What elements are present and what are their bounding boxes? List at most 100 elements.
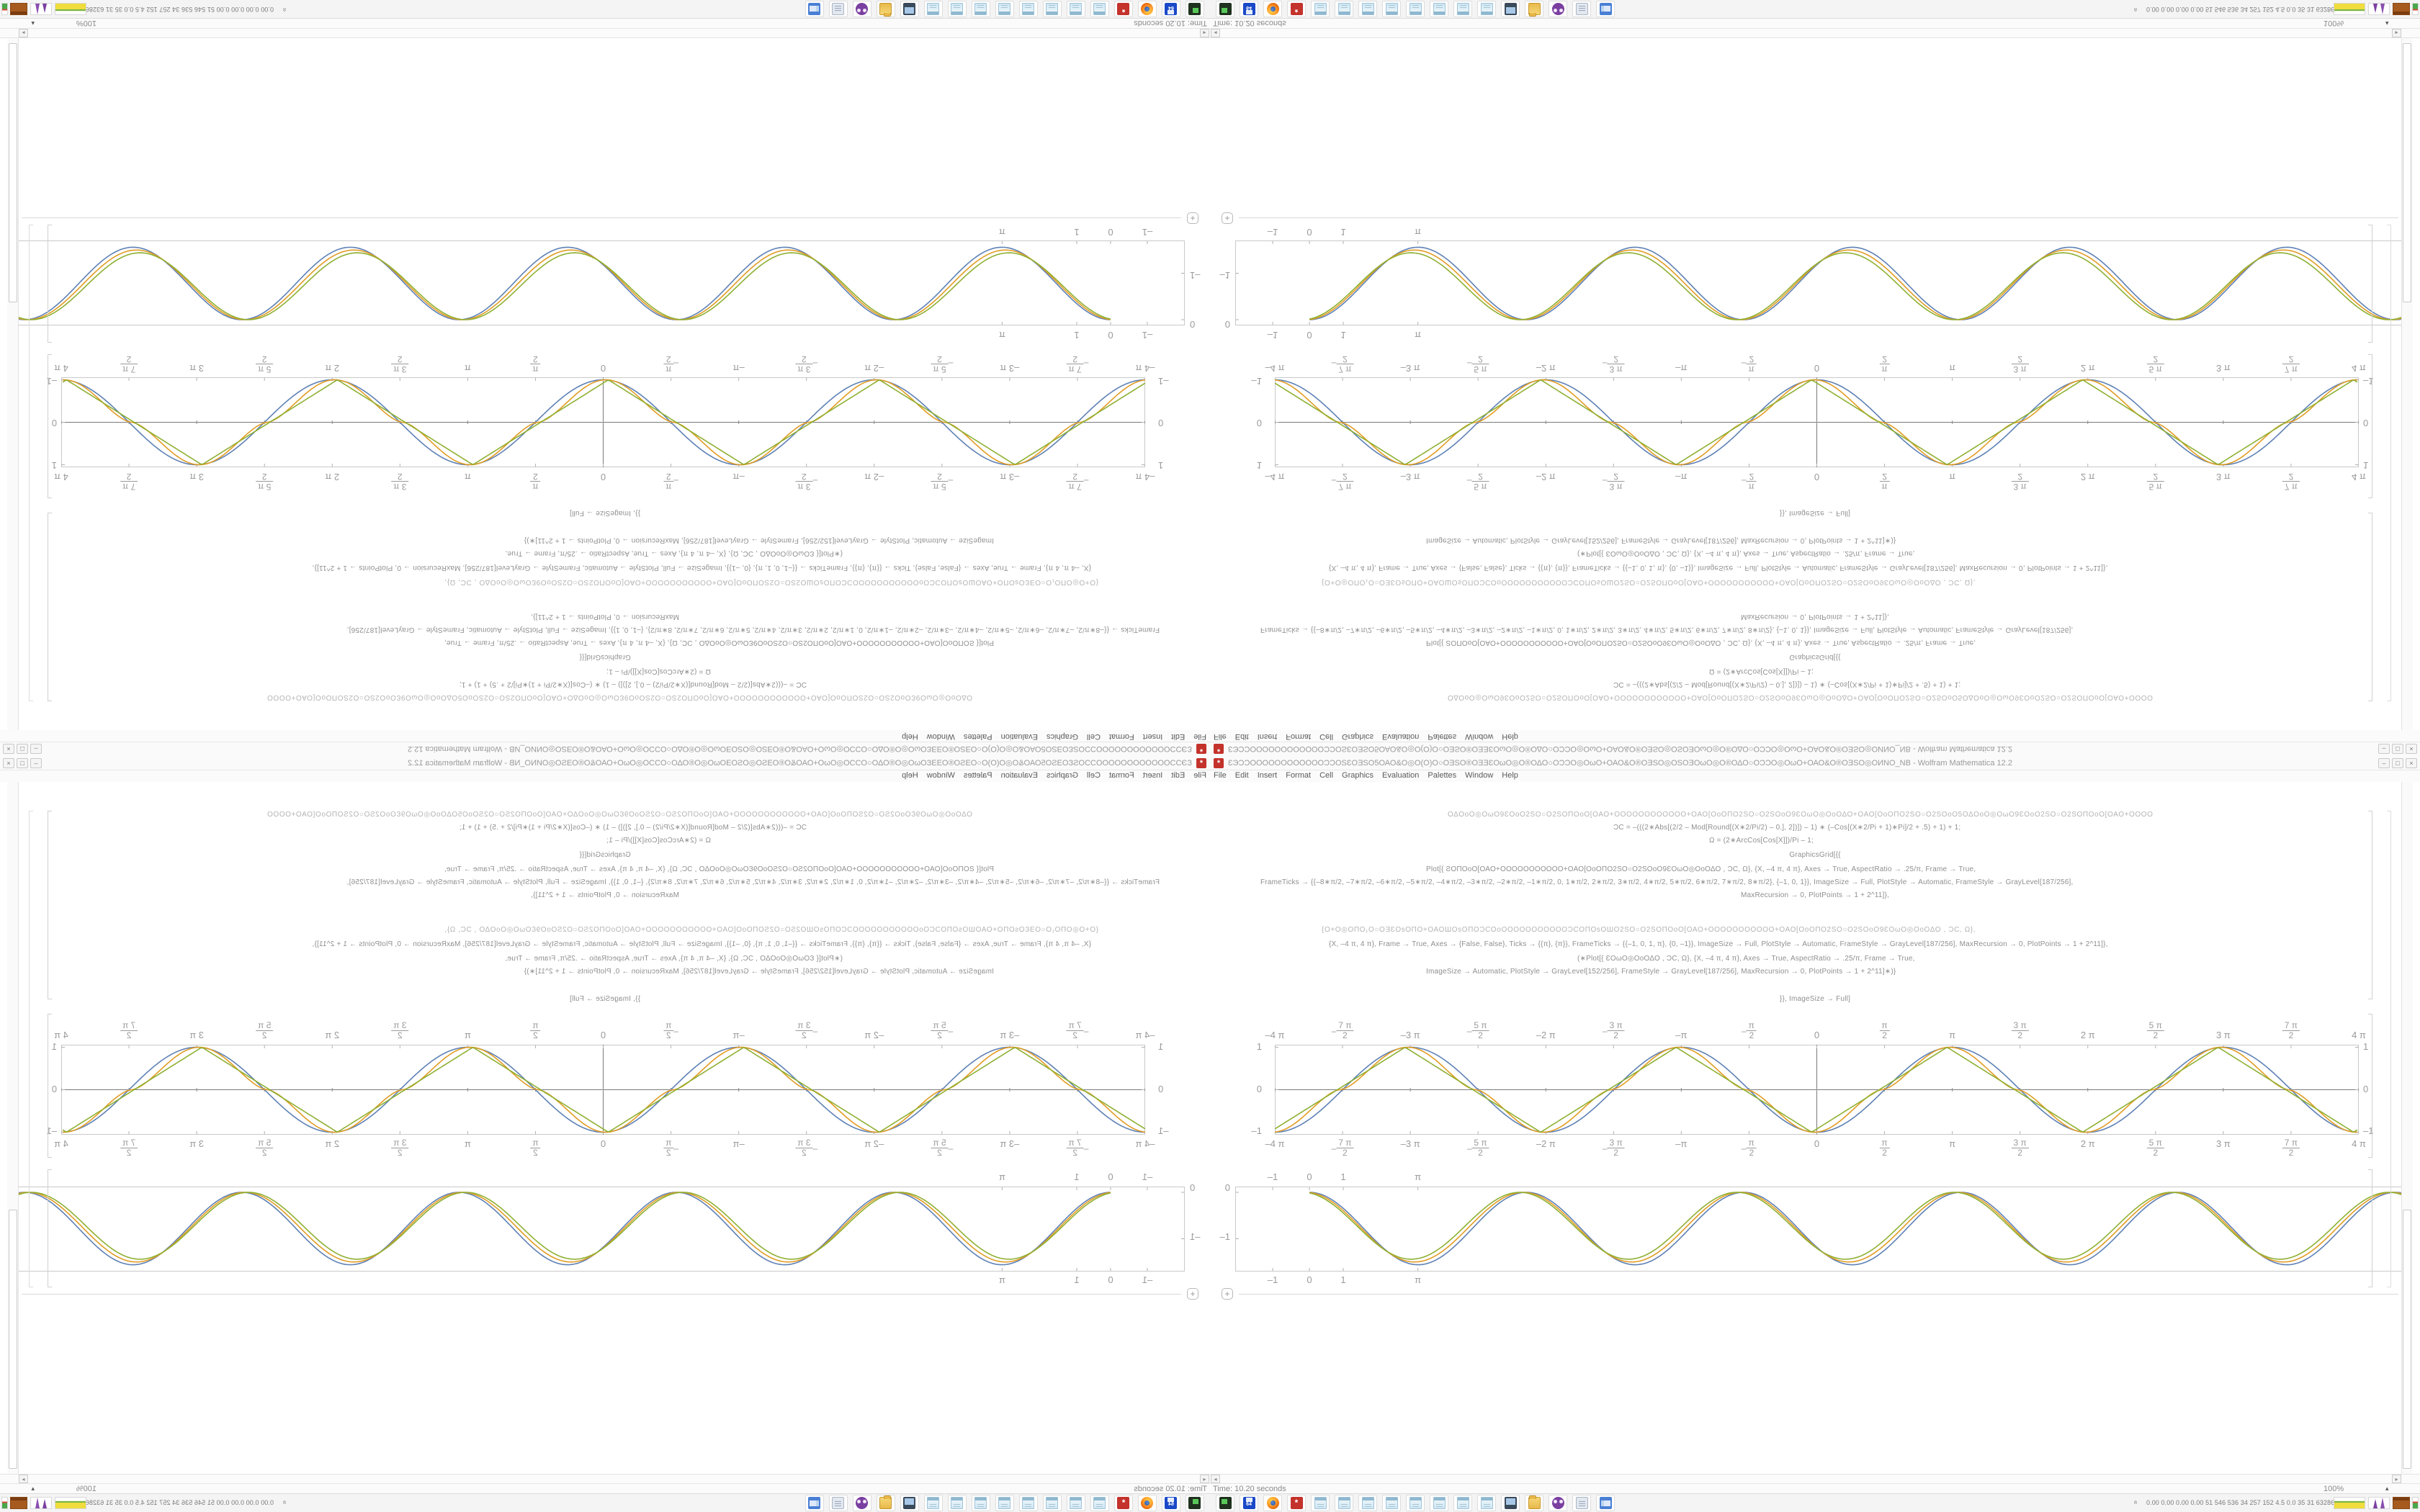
taskbar-icon-mathematica[interactable]: *: [1114, 1, 1133, 17]
menu-item-format[interactable]: Format: [1108, 771, 1134, 780]
taskbar-icon-notepad[interactable]: [972, 1495, 990, 1511]
taskbar-icon-monitor[interactable]: [1501, 1495, 1520, 1511]
minimize-button[interactable]: –: [30, 744, 42, 754]
menu-item-cell[interactable]: Cell: [1319, 771, 1334, 780]
horizontal-scrollbar[interactable]: ◂ ▸: [0, 1474, 1210, 1483]
taskbar-icon-scroll[interactable]: [1572, 1, 1591, 17]
restore-button[interactable]: □: [2392, 758, 2403, 768]
taskbar-icon-notepad[interactable]: [1430, 1495, 1448, 1511]
tray-expand-icon[interactable]: »: [280, 1500, 289, 1505]
taskbar-icon-terminal[interactable]: [1186, 1495, 1204, 1511]
menu-item-edit[interactable]: Edit: [1171, 732, 1186, 741]
taskbar-icon-firefox[interactable]: [1138, 1495, 1157, 1511]
taskbar-icon-notepad[interactable]: [924, 1495, 943, 1511]
taskbar-icon-firefox[interactable]: [1263, 1, 1282, 17]
menu-item-palettes[interactable]: Palettes: [963, 771, 992, 780]
horizontal-scrollbar[interactable]: ◂ ▸: [1210, 1474, 2420, 1483]
horizontal-scrollbar[interactable]: ◂ ▸: [1210, 29, 2420, 38]
menu-item-help[interactable]: Help: [902, 771, 918, 780]
magnification-control[interactable]: 100%: [2323, 1485, 2344, 1493]
taskbar-icon-floppy-64[interactable]: 64: [1162, 1, 1180, 17]
menu-item-graphics[interactable]: Graphics: [1342, 771, 1374, 780]
menu-item-format[interactable]: Format: [1108, 732, 1134, 741]
menu-item-cell[interactable]: Cell: [1086, 771, 1101, 780]
magnification-control[interactable]: 100%: [76, 19, 97, 27]
menu-item-window[interactable]: Window: [926, 732, 955, 741]
menu-item-file[interactable]: File: [1214, 771, 1227, 780]
taskbar-icon-window[interactable]: [1596, 1, 1615, 17]
network-graph-applet[interactable]: [2412, 1497, 2419, 1509]
cell-insert-plus-button[interactable]: +: [1222, 1288, 1233, 1300]
hscroll-left-arrow-button[interactable]: ◂: [1211, 29, 1220, 37]
taskbar-icon-notepad[interactable]: [1019, 1495, 1038, 1511]
taskbar-icon-monitor[interactable]: [900, 1495, 919, 1511]
taskbar-icon-floppy-64[interactable]: 64: [1240, 1, 1258, 17]
menu-item-file[interactable]: File: [1214, 732, 1227, 741]
menu-item-graphics[interactable]: Graphics: [1046, 732, 1078, 741]
cell-bracket-plot2[interactable]: [48, 1169, 52, 1287]
taskbar-icon-notepad[interactable]: [1335, 1495, 1353, 1511]
notebook-area[interactable]: ΟΔΟοΟ◎ΟωΟ9ƐΟοΟ2SΟ○Ο2SΟΠΟοΟ[ΟΑΟ+ΟΟΟΟΟΟΟΟΟ…: [1210, 782, 2420, 1474]
cell-bracket-group[interactable]: [29, 225, 33, 701]
taskbar-icon-window[interactable]: [805, 1, 824, 17]
magnification-up-arrow-icon[interactable]: ▴: [31, 1485, 35, 1492]
restore-button[interactable]: □: [17, 758, 28, 768]
magnification-control[interactable]: 100%: [2323, 19, 2344, 27]
load-spikes-applet[interactable]: [2368, 1497, 2390, 1509]
taskbar-icon-notepad[interactable]: [1090, 1, 1109, 17]
menu-item-palettes[interactable]: Palettes: [963, 732, 992, 741]
cell-insertion-line[interactable]: [1239, 217, 2398, 218]
taskbar-icon-folder[interactable]: [877, 1, 895, 17]
cpu-graph-applet[interactable]: [55, 1497, 86, 1509]
menu-item-edit[interactable]: Edit: [1234, 771, 1249, 780]
memory-graph-applet[interactable]: [2393, 1497, 2410, 1509]
taskbar-icon-notepad[interactable]: [1043, 1495, 1062, 1511]
taskbar-icon-folder[interactable]: [1525, 1495, 1543, 1511]
taskbar-icon-mathematica[interactable]: *: [1287, 1495, 1306, 1511]
network-graph-applet[interactable]: [1, 3, 8, 15]
memory-graph-applet[interactable]: [2393, 3, 2410, 15]
taskbar-icon-notepad[interactable]: [1311, 1, 1330, 17]
hscroll-left-arrow-button[interactable]: ◂: [1200, 29, 1209, 37]
menu-item-evaluation[interactable]: Evaluation: [1382, 732, 1420, 741]
taskbar-icon-folder[interactable]: [1525, 1, 1543, 17]
taskbar-icon-notepad[interactable]: [1406, 1, 1425, 17]
cell-bracket-plot1[interactable]: [48, 1014, 52, 1158]
minimize-button[interactable]: –: [2378, 744, 2390, 754]
window-titlebar[interactable]: * ƐЭƆƆΟΟΟΟΟΟΟΟΟΟΟΟƆƆΟЅƐΟƎЅΟ5ΟΑΟ&Ο◎Ο(Ο)Ο○…: [0, 742, 1210, 756]
restore-button[interactable]: □: [17, 744, 28, 754]
load-spikes-applet[interactable]: [2368, 3, 2390, 15]
taskbar-icon-notepad[interactable]: [1382, 1, 1401, 17]
vertical-scrollbar-thumb[interactable]: [9, 1210, 17, 1469]
menu-item-evaluation[interactable]: Evaluation: [1382, 771, 1420, 780]
taskbar-icon-notepad[interactable]: [948, 1, 967, 17]
taskbar-icon-notepad[interactable]: [1406, 1495, 1425, 1511]
menu-item-format[interactable]: Format: [1286, 732, 1312, 741]
load-spikes-applet[interactable]: [30, 3, 52, 15]
taskbar-icon-owl[interactable]: [1549, 1495, 1567, 1511]
menu-item-insert[interactable]: Insert: [1142, 771, 1163, 780]
taskbar-icon-notepad[interactable]: [924, 1, 943, 17]
menu-item-palettes[interactable]: Palettes: [1428, 732, 1457, 741]
vertical-scrollbar-thumb[interactable]: [9, 43, 17, 302]
taskbar-icon-firefox[interactable]: [1263, 1495, 1282, 1511]
hscroll-left-arrow-button[interactable]: ◂: [1211, 1475, 1220, 1483]
magnification-up-arrow-icon[interactable]: ▴: [2385, 20, 2389, 27]
menu-item-window[interactable]: Window: [1465, 771, 1494, 780]
cell-insertion-line[interactable]: [22, 1294, 1181, 1295]
taskbar-icon-window[interactable]: [805, 1495, 824, 1511]
memory-graph-applet[interactable]: [10, 1497, 27, 1509]
minimize-button[interactable]: –: [30, 758, 42, 768]
close-button[interactable]: ×: [2406, 744, 2417, 754]
menu-item-insert[interactable]: Insert: [1142, 732, 1163, 741]
vertical-scrollbar-thumb[interactable]: [2403, 1210, 2411, 1469]
cell-bracket-plot1[interactable]: [2368, 354, 2372, 498]
menu-item-file[interactable]: File: [1193, 732, 1206, 741]
notebook-area[interactable]: ΟΔΟοΟ◎ΟωΟ9ƐΟοΟ2SΟ○Ο2SΟΠΟοΟ[ΟΑΟ+ΟΟΟΟΟΟΟΟΟ…: [0, 38, 1210, 730]
taskbar-icon-scroll[interactable]: [829, 1495, 848, 1511]
magnification-control[interactable]: 100%: [76, 1485, 97, 1493]
menu-item-graphics[interactable]: Graphics: [1342, 732, 1374, 741]
taskbar-icon-monitor[interactable]: [1501, 1, 1520, 17]
menu-item-cell[interactable]: Cell: [1319, 732, 1334, 741]
menu-item-cell[interactable]: Cell: [1086, 732, 1101, 741]
